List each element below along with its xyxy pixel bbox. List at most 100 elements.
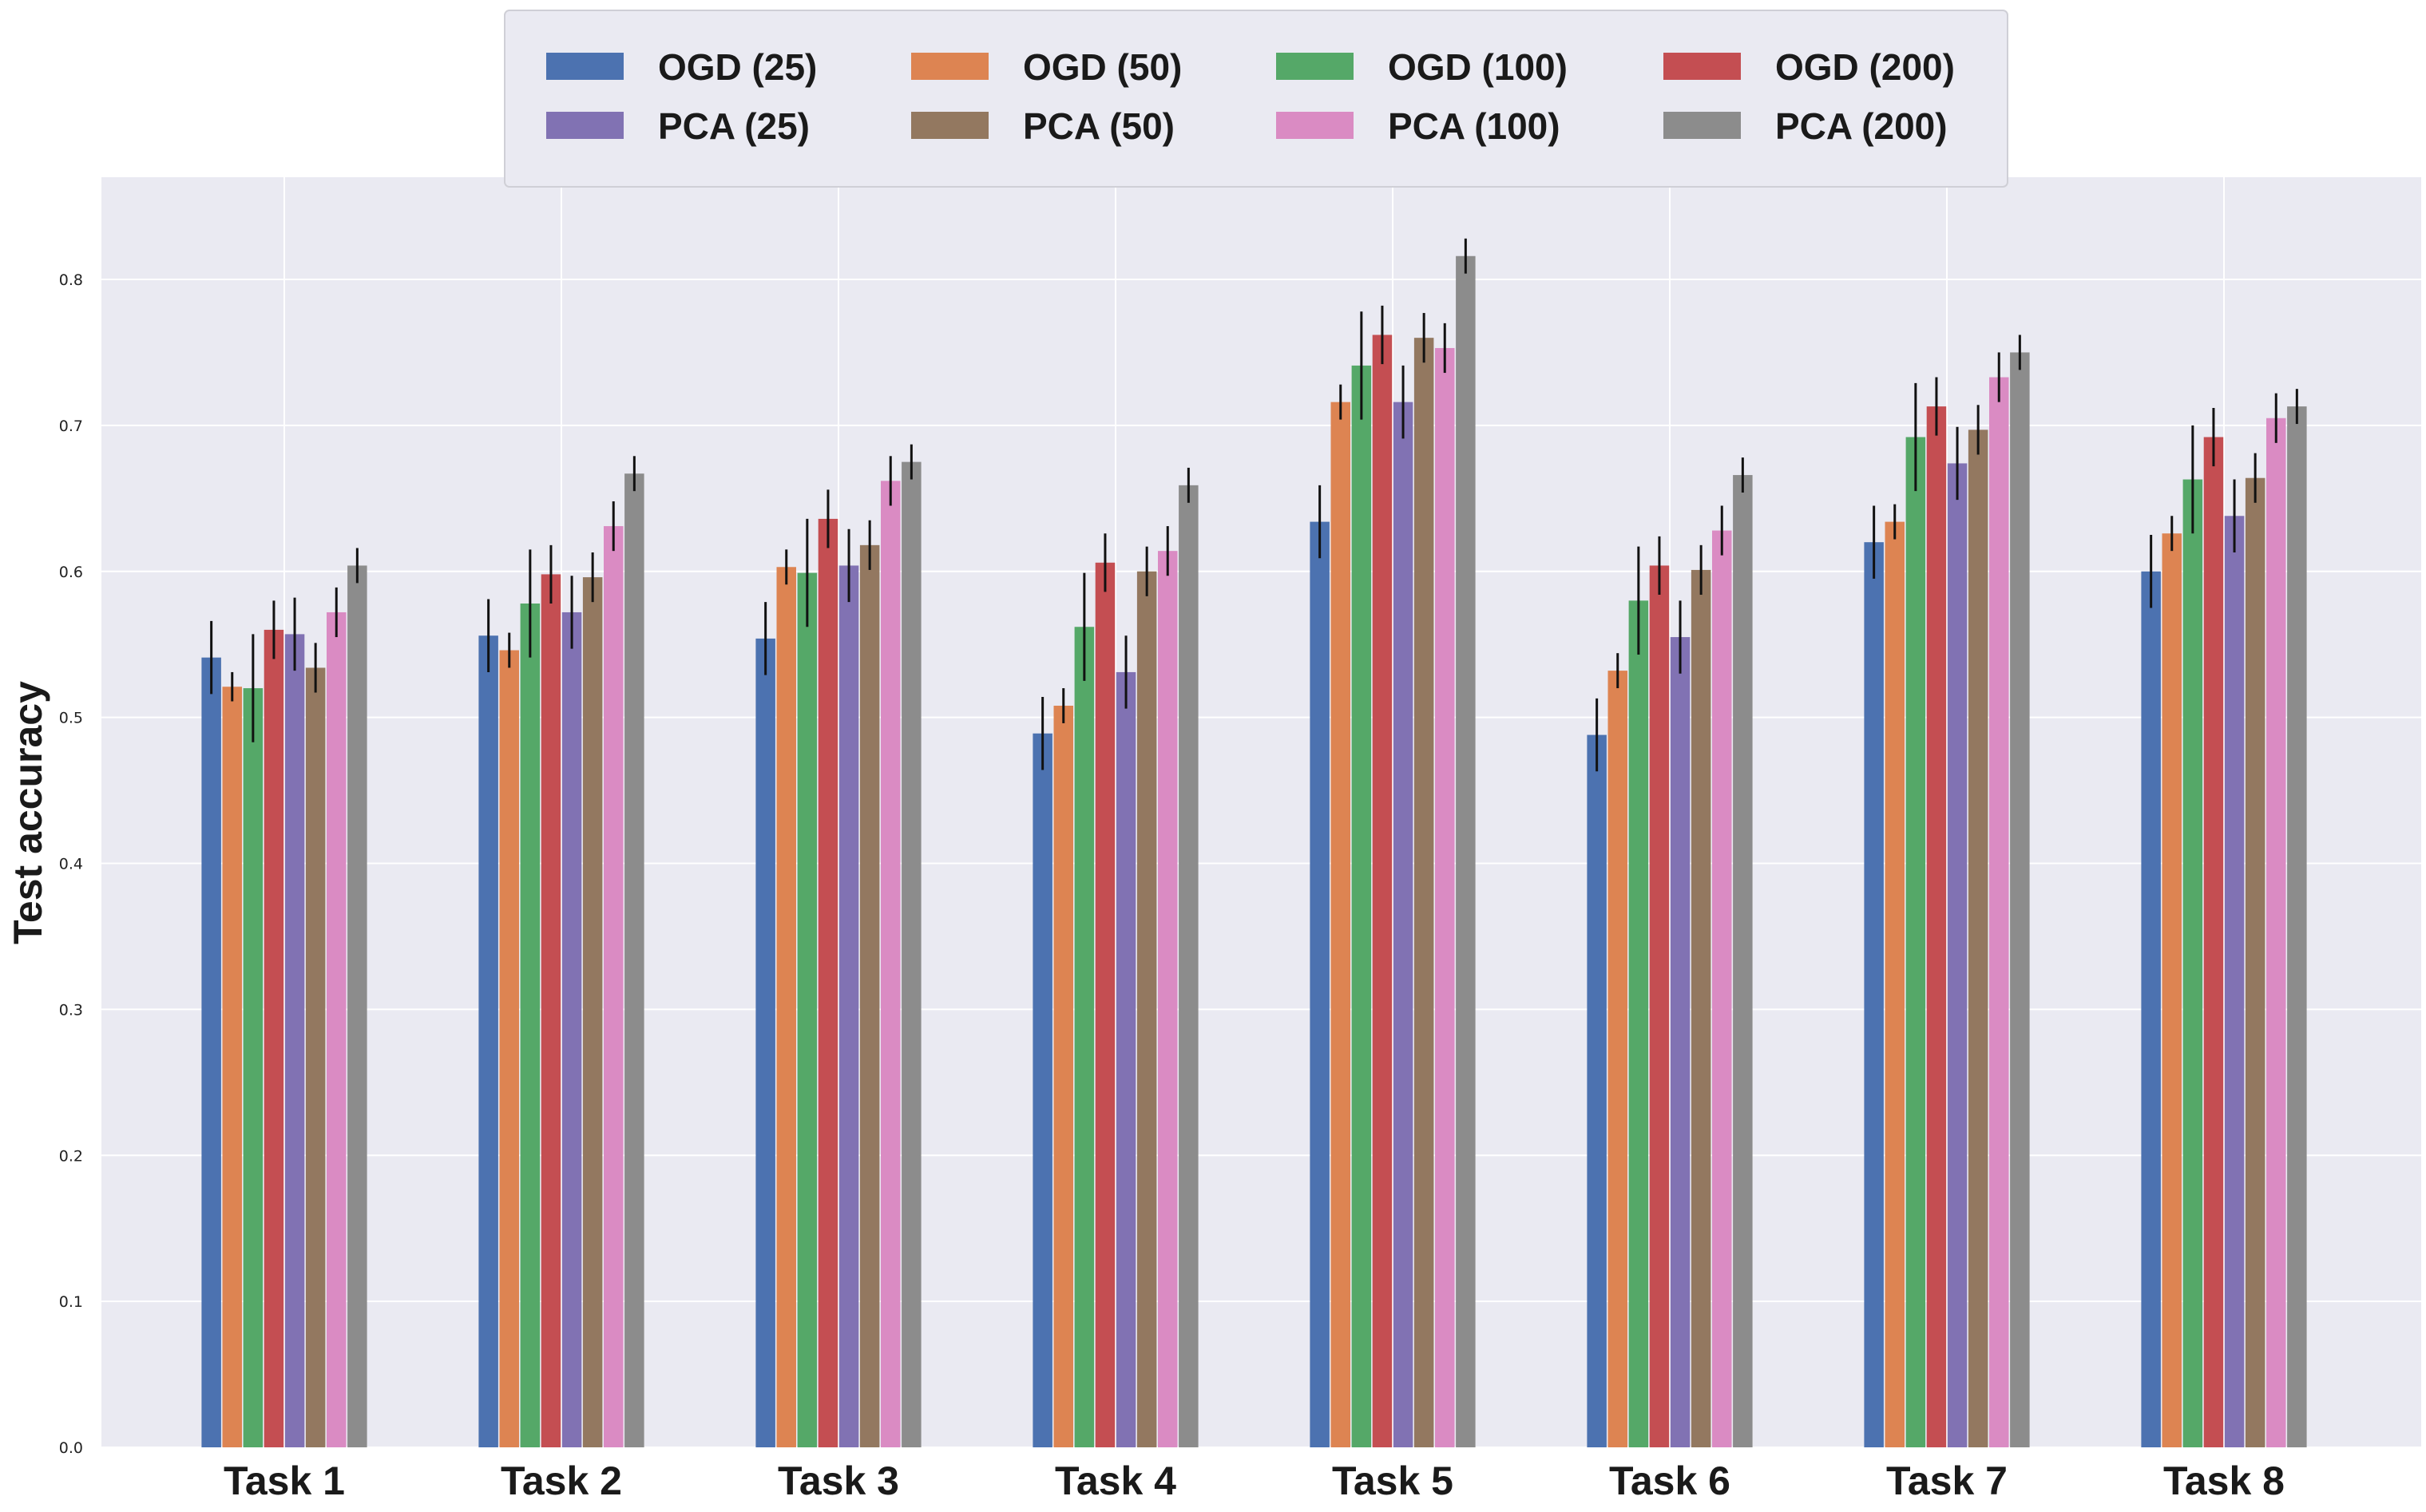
- bar: [1885, 521, 1905, 1448]
- x-tick-label: Task 7: [1886, 1459, 2008, 1503]
- bar: [902, 461, 922, 1447]
- bar: [1989, 377, 2009, 1448]
- bar: [1733, 475, 1753, 1448]
- legend-swatch: [1663, 112, 1741, 139]
- bar: [818, 518, 838, 1448]
- bar: [1947, 463, 1968, 1448]
- bar: [2203, 437, 2224, 1448]
- legend-label: OGD (50): [1023, 46, 1182, 88]
- y-tick-label: 0.8: [59, 271, 83, 289]
- bar: [582, 577, 603, 1448]
- bar: [264, 629, 284, 1448]
- x-tick-label: Task 3: [778, 1459, 899, 1503]
- bar: [1413, 338, 1434, 1448]
- y-tick-label: 0.4: [59, 856, 83, 873]
- bar: [1905, 437, 1926, 1448]
- bar: [881, 481, 901, 1448]
- bar: [243, 688, 264, 1447]
- legend-label: PCA (50): [1023, 105, 1175, 147]
- bar: [1310, 521, 1330, 1448]
- bar: [327, 612, 347, 1448]
- bar: [1330, 402, 1350, 1448]
- bar: [2245, 477, 2265, 1448]
- bar: [1351, 365, 1372, 1448]
- error-bars: [210, 238, 2298, 772]
- bar: [1587, 734, 1607, 1447]
- bar: [1435, 347, 1455, 1448]
- bar: [797, 572, 818, 1447]
- bar: [624, 473, 644, 1447]
- bar: [838, 565, 859, 1448]
- bar: [2141, 571, 2161, 1448]
- bar: [1712, 530, 1732, 1448]
- y-axis-label: Test accuracy: [6, 681, 50, 944]
- bar: [1670, 637, 1691, 1447]
- bar: [859, 544, 880, 1448]
- bar: [1607, 671, 1627, 1447]
- bar: [776, 567, 796, 1447]
- bar: [2162, 533, 2182, 1448]
- bars: [201, 255, 2307, 1448]
- bar: [1116, 671, 1136, 1447]
- legend-label: PCA (25): [658, 105, 810, 147]
- bar: [604, 526, 624, 1447]
- legend-swatch: [546, 53, 624, 80]
- y-tick-label: 0.0: [59, 1439, 83, 1457]
- bar: [2010, 352, 2030, 1448]
- bar: [1393, 402, 1413, 1448]
- bar: [2224, 516, 2245, 1448]
- legend-swatch: [1663, 53, 1741, 80]
- bar: [1158, 551, 1178, 1448]
- bar: [2266, 418, 2286, 1447]
- bar: [284, 634, 305, 1447]
- bar: [1926, 406, 1947, 1448]
- legend-label: OGD (200): [1775, 46, 1955, 88]
- legend-swatch: [1276, 53, 1354, 80]
- bar: [1095, 562, 1116, 1448]
- bar: [541, 574, 561, 1448]
- x-tick-label: Task 6: [1609, 1459, 1730, 1503]
- bar: [755, 638, 775, 1447]
- y-tick-label: 0.2: [59, 1147, 83, 1165]
- bar: [1033, 733, 1052, 1447]
- bar: [2182, 479, 2203, 1447]
- bar: [2287, 406, 2307, 1448]
- bar: [1053, 706, 1073, 1447]
- x-tick-label: Task 8: [2163, 1459, 2285, 1503]
- legend: OGD (25) OGD (50) OGD (100) OGD (200) PCA (2…: [504, 10, 2008, 188]
- legend-swatch: [911, 53, 989, 80]
- y-tick-label: 0.1: [59, 1293, 83, 1311]
- plot-area: [101, 177, 2421, 1447]
- bar: [1691, 569, 1711, 1447]
- bar: [561, 612, 582, 1448]
- y-tick-label: 0.6: [59, 564, 83, 581]
- bar: [1456, 255, 1476, 1447]
- bar: [478, 635, 498, 1447]
- legend-swatch: [911, 112, 989, 139]
- legend-box: [504, 10, 2008, 188]
- legend-label: OGD (25): [658, 46, 817, 88]
- legend-swatch: [546, 112, 624, 139]
- bar: [1864, 542, 1884, 1448]
- bar: [1179, 485, 1199, 1447]
- x-tick-label: Task 1: [224, 1459, 345, 1503]
- x-tick-label: Task 5: [1332, 1459, 1453, 1503]
- y-tick-label: 0.7: [59, 418, 83, 435]
- y-tick-label: 0.5: [59, 710, 83, 727]
- bar: [347, 565, 367, 1448]
- x-axis-ticks: Task 1 Task 2 Task 3 Task 4 Task 5 Task 6 Task…: [224, 1459, 2285, 1503]
- bar: [222, 687, 242, 1447]
- y-tick-label: 0.3: [59, 1001, 83, 1019]
- legend-label: OGD (100): [1388, 46, 1568, 88]
- bar: [520, 603, 541, 1448]
- legend-label: PCA (200): [1775, 105, 1948, 147]
- bar: [1628, 600, 1649, 1448]
- x-tick-label: Task 4: [1055, 1459, 1176, 1503]
- bar: [1372, 334, 1393, 1448]
- y-axis-ticks: 0.0 0.1 0.2 0.3 0.4 0.5 0.6 0.7 0.8: [59, 271, 83, 1457]
- bar: [499, 650, 519, 1447]
- legend-label: PCA (100): [1388, 105, 1560, 147]
- x-tick-label: Task 2: [501, 1459, 622, 1503]
- bar: [201, 657, 221, 1447]
